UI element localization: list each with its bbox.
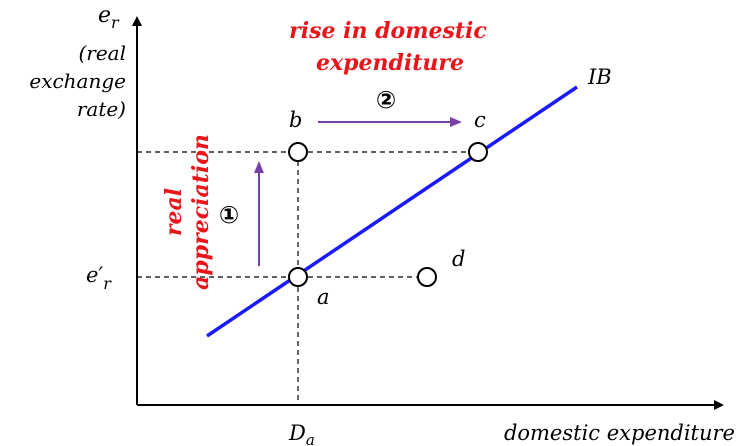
y-axis-symbol: er	[98, 3, 120, 32]
annotation-rise-line2: expenditure	[316, 50, 464, 76]
x-axis-label: domestic expenditure	[504, 421, 735, 445]
point-b-label: b	[289, 108, 302, 132]
annotation-rise-line1: rise in domestic	[289, 18, 487, 44]
y-axis-label-line3: rate)	[77, 97, 126, 121]
svg-text:appreciation: appreciation	[188, 134, 214, 290]
ib-line-label: IB	[587, 65, 612, 89]
x-tick-label: Da	[288, 421, 315, 446]
y-axis-label-line1: (real	[78, 41, 126, 65]
point-c	[468, 142, 488, 162]
point-a	[288, 267, 308, 287]
annotation-real-appreciation: real appreciation	[161, 134, 214, 290]
ib-line	[206, 85, 578, 338]
point-d	[417, 267, 437, 287]
step-1-marker: ①	[219, 201, 239, 229]
point-a-label: a	[317, 285, 330, 309]
y-axis-label-line2: exchange	[29, 69, 126, 93]
point-d-label: d	[452, 247, 465, 271]
y-tick-label: e′r	[86, 263, 112, 293]
point-c-label: c	[474, 108, 486, 132]
point-b	[288, 142, 308, 162]
step-2-marker: ②	[376, 86, 396, 114]
svg-text:real: real	[161, 188, 187, 236]
